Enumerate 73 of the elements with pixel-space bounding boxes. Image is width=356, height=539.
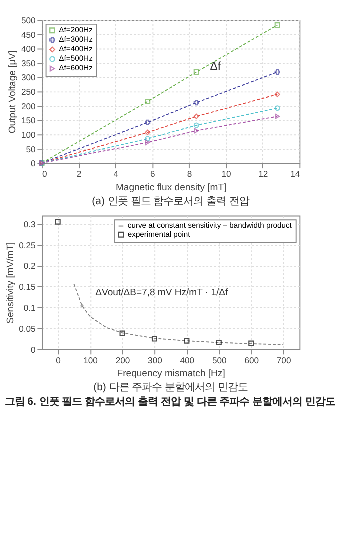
legend-label: Δf=200Hz xyxy=(59,26,94,35)
line-series xyxy=(74,284,284,346)
point xyxy=(194,128,200,134)
y-tick-label: 350 xyxy=(21,58,36,68)
point xyxy=(145,130,151,136)
y-tick-label: 250 xyxy=(21,87,36,98)
x-tick-label: 100 xyxy=(84,355,98,366)
x-tick-label: 500 xyxy=(212,355,228,366)
y-tick-label: 100 xyxy=(21,130,36,140)
y-tick-label: 0.05 xyxy=(19,324,36,334)
x-tick-label: 8 xyxy=(187,169,192,180)
legend-label: curve at constant sensitivity – bandwidth product xyxy=(128,221,293,230)
annotation: Δf xyxy=(210,60,222,73)
point xyxy=(194,114,200,120)
y-tick-label: 0 xyxy=(31,158,36,169)
x-tick-label: 2 xyxy=(76,169,82,180)
y-tick-label: 0.25 xyxy=(19,240,36,250)
point xyxy=(145,120,151,126)
point xyxy=(274,92,280,98)
x-tick-label: 300 xyxy=(148,355,163,366)
point xyxy=(274,106,280,112)
y-tick-label: 0 xyxy=(31,344,36,355)
point xyxy=(145,140,150,146)
point xyxy=(55,219,61,225)
point xyxy=(194,69,200,76)
y-tick-label: 50 xyxy=(26,144,36,154)
point xyxy=(80,304,84,308)
legend-label: Δf=500Hz xyxy=(59,54,94,64)
y-tick-label: 400 xyxy=(21,44,36,54)
y-tick-label: 500 xyxy=(21,15,36,26)
y-tick-label: 0.15 xyxy=(19,282,36,292)
x-tick-label: 0 xyxy=(42,169,48,180)
y-tick-label: 200 xyxy=(21,101,36,112)
point xyxy=(145,136,151,142)
x-tick-label: 200 xyxy=(116,355,130,366)
y-tick-label: 0.3 xyxy=(24,219,36,230)
x-tick-label: 12 xyxy=(258,169,268,180)
x-axis-title: Magnetic flux density [mT] xyxy=(116,182,227,194)
point xyxy=(216,340,222,346)
point xyxy=(248,340,254,346)
y-tick-label: 300 xyxy=(21,72,36,83)
x-tick-label: 700 xyxy=(276,355,292,366)
x-tick-label: 10 xyxy=(222,169,232,180)
y-axis-title: Sensitivity [mV/mT] xyxy=(5,242,16,324)
point xyxy=(274,22,280,28)
y-tick-label: 150 xyxy=(21,116,36,126)
point xyxy=(120,330,126,336)
y-axis-title: Output Voltage [μV] xyxy=(8,50,19,134)
legend-label: Δf=300Hz xyxy=(59,35,94,44)
x-tick-label: 600 xyxy=(244,355,260,366)
x-tick-label: 14 xyxy=(290,169,300,180)
point xyxy=(184,338,190,344)
text: (a) 인풋 필드 함수로서의 출력 전압 xyxy=(92,196,250,208)
annotation: ΔVout/ΔB=7,8 mV Hz/mT · 1/Δf xyxy=(96,287,229,298)
x-axis-title: Frequency mismatch [Hz] xyxy=(117,368,226,380)
y-tick-label: 450 xyxy=(21,30,36,40)
x-tick-label: 6 xyxy=(150,169,156,180)
legend-label: Δf=600Hz xyxy=(59,64,94,73)
x-tick-label: 4 xyxy=(114,169,119,180)
y-tick-label: 0.2 xyxy=(24,261,36,272)
text: (b) 다른 주파수 분할에서의 민감도 xyxy=(94,382,248,394)
legend-label: Δf=400Hz xyxy=(59,44,94,54)
legend-label: experimental point xyxy=(128,230,192,239)
point xyxy=(275,114,280,120)
point xyxy=(194,100,200,106)
y-tick-label: 0.1 xyxy=(24,303,36,313)
caption: 그림 6. 인풋 필드 함수로서의 출력 전압 및 다른 주파수 분할에서의 민감도 xyxy=(4,397,336,408)
point xyxy=(194,122,200,128)
x-tick-label: 400 xyxy=(180,355,195,366)
point xyxy=(274,69,280,76)
point xyxy=(145,98,151,105)
point xyxy=(152,336,158,342)
x-tick-label: 0 xyxy=(56,355,62,366)
